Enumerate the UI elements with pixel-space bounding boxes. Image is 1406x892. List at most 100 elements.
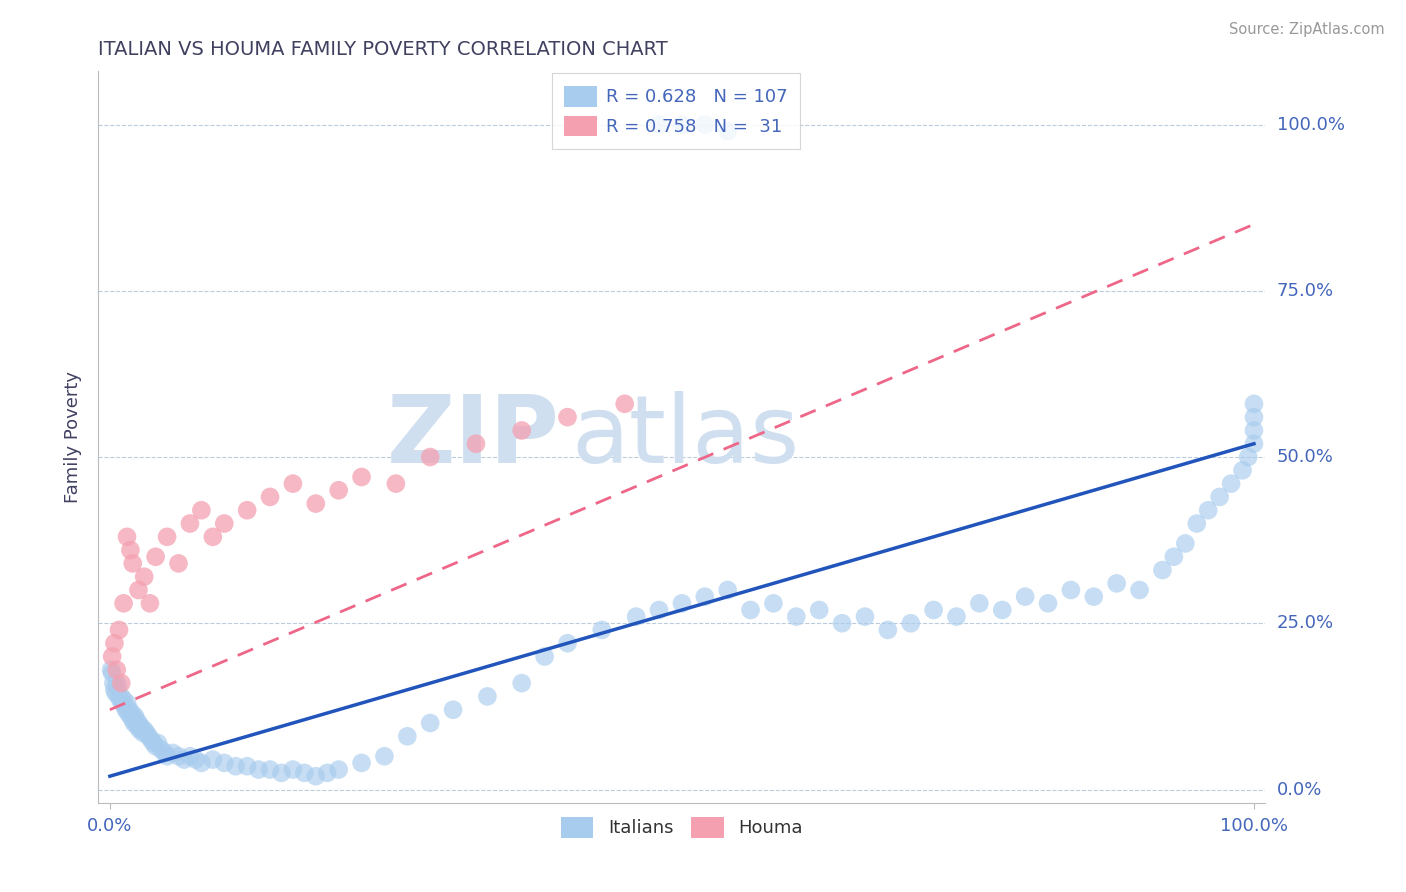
Point	[808, 603, 831, 617]
Text: 100.0%: 100.0%	[1277, 116, 1344, 134]
Point	[111, 696, 134, 710]
Point	[785, 609, 807, 624]
Point	[128, 723, 150, 737]
Point	[922, 603, 945, 617]
Point	[1243, 436, 1265, 450]
Point	[112, 692, 135, 706]
Point	[328, 763, 350, 777]
Point	[969, 596, 991, 610]
Point	[145, 549, 167, 564]
Point	[259, 490, 281, 504]
Text: ZIP: ZIP	[387, 391, 560, 483]
Point	[557, 410, 579, 425]
Point	[134, 570, 156, 584]
Point	[131, 723, 153, 737]
Point	[156, 749, 179, 764]
Point	[120, 543, 142, 558]
Point	[1152, 563, 1174, 577]
Point	[236, 503, 259, 517]
Point	[132, 726, 155, 740]
Point	[693, 590, 716, 604]
Point	[153, 746, 176, 760]
Point	[900, 616, 922, 631]
Point	[127, 719, 149, 733]
Point	[127, 716, 149, 731]
Point	[671, 596, 693, 610]
Point	[127, 582, 149, 597]
Point	[717, 582, 740, 597]
Text: 0.0%: 0.0%	[1277, 780, 1322, 798]
Point	[350, 756, 373, 770]
Point	[396, 729, 419, 743]
Point	[122, 716, 145, 731]
Point	[740, 603, 762, 617]
Point	[110, 676, 132, 690]
Point	[385, 476, 408, 491]
Point	[108, 623, 131, 637]
Point	[991, 603, 1014, 617]
Point	[1243, 397, 1265, 411]
Point	[103, 682, 125, 697]
Legend: Italians, Houma: Italians, Houma	[554, 810, 810, 845]
Point	[201, 753, 224, 767]
Point	[693, 118, 716, 132]
Y-axis label: Family Poverty: Family Poverty	[65, 371, 83, 503]
Point	[115, 530, 138, 544]
Text: 25.0%: 25.0%	[1277, 615, 1334, 632]
Point	[156, 530, 179, 544]
Point	[270, 765, 292, 780]
Point	[373, 749, 395, 764]
Point	[104, 686, 127, 700]
Point	[1083, 590, 1105, 604]
Point	[167, 557, 190, 571]
Point	[259, 763, 281, 777]
Point	[671, 118, 693, 132]
Point	[201, 530, 224, 544]
Point	[305, 769, 328, 783]
Point	[648, 118, 671, 132]
Point	[557, 636, 579, 650]
Point	[305, 497, 328, 511]
Point	[214, 516, 236, 531]
Point	[624, 609, 647, 624]
Point	[121, 557, 143, 571]
Point	[121, 713, 143, 727]
Point	[142, 736, 165, 750]
Point	[134, 723, 156, 737]
Point	[121, 706, 143, 720]
Point	[225, 759, 247, 773]
Point	[214, 756, 236, 770]
Point	[139, 732, 162, 747]
Point	[328, 483, 350, 498]
Point	[247, 763, 270, 777]
Point	[1243, 424, 1265, 438]
Point	[1036, 596, 1059, 610]
Point	[146, 736, 169, 750]
Point	[613, 397, 636, 411]
Point	[118, 703, 141, 717]
Point	[115, 703, 138, 717]
Point	[477, 690, 499, 704]
Point	[1163, 549, 1185, 564]
Point	[292, 765, 315, 780]
Point	[167, 749, 190, 764]
Point	[281, 476, 304, 491]
Point	[101, 649, 124, 664]
Point	[853, 609, 876, 624]
Point	[236, 759, 259, 773]
Point	[510, 676, 533, 690]
Point	[876, 623, 898, 637]
Point	[117, 706, 139, 720]
Point	[108, 692, 131, 706]
Point	[107, 680, 129, 694]
Text: Source: ZipAtlas.com: Source: ZipAtlas.com	[1229, 22, 1385, 37]
Point	[105, 676, 128, 690]
Point	[510, 424, 533, 438]
Point	[120, 709, 142, 723]
Point	[110, 690, 132, 704]
Point	[648, 603, 671, 617]
Point	[190, 756, 212, 770]
Point	[145, 739, 167, 754]
Point	[105, 663, 128, 677]
Point	[114, 699, 136, 714]
